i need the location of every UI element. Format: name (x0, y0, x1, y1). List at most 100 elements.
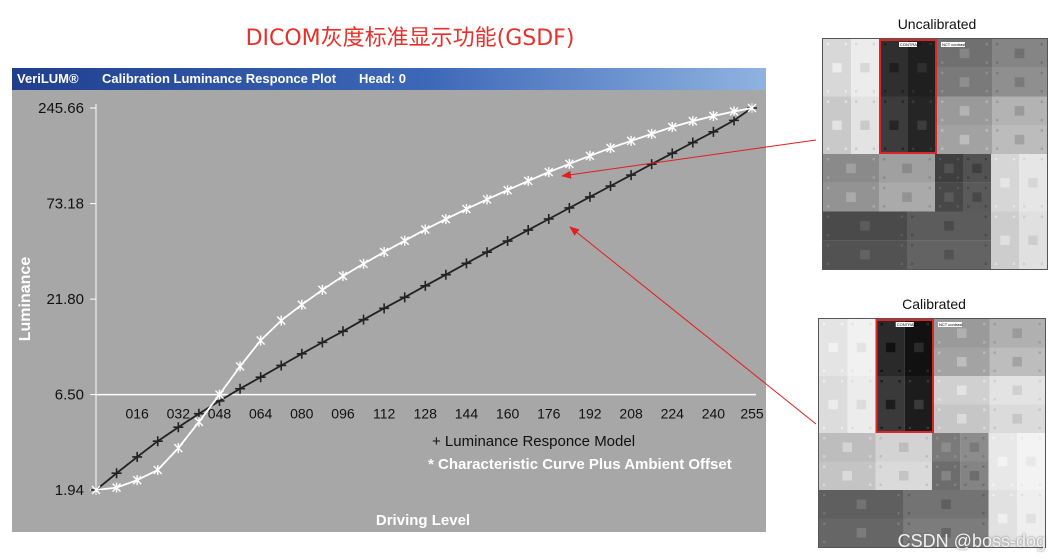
data-point-star (256, 335, 266, 346)
data-point-plus (317, 337, 328, 348)
pattern-mid-right-d-dot (993, 426, 996, 429)
x-tick-label: 064 (249, 406, 273, 422)
pattern-top-right-d-inner (1014, 77, 1025, 87)
x-tick-label: 192 (578, 406, 602, 422)
data-point-plus (626, 170, 637, 181)
pattern-top-right-d-dot (1038, 369, 1041, 372)
pattern-lower-left-b-dot (911, 233, 914, 237)
pattern-mid-right-c-dot (941, 129, 944, 132)
data-point-plus (111, 468, 122, 479)
pattern-bottom-mid-b-dot (984, 176, 987, 179)
pattern-mid-right-d-dot (993, 408, 996, 411)
pattern-top-right-c-dot (985, 71, 988, 75)
y-tick-label: 1.94 (55, 482, 84, 499)
pattern-bottom-right-d-dot (1038, 494, 1041, 497)
pattern-dark-column-c-dot (901, 147, 904, 150)
pattern-bottom-right-c-dot (1010, 494, 1013, 497)
pattern-tag-text: NCT contrast (939, 322, 963, 327)
uncalibrated-test-pattern: CONTRAST NCT contrast (823, 39, 1047, 269)
data-point-star (338, 271, 348, 282)
pattern-top-left-c-inner (832, 120, 842, 130)
pattern-lower-left-a-dot (823, 494, 826, 497)
pattern-lower-left-d-inner (944, 249, 954, 260)
pattern-bottom-right-b-dot (1040, 205, 1043, 208)
pattern-mid-right-b-inner (1012, 385, 1022, 395)
pattern-lower-left-c-dot (823, 522, 826, 525)
pattern-top-right-c-dot (938, 369, 941, 372)
pattern-bottom-right-a-dot (995, 205, 998, 208)
pattern-bottom-right-c-dot (1010, 540, 1013, 543)
pattern-lower-left-c-dot (897, 540, 900, 543)
pattern-bottom-right-c-dot (995, 262, 998, 265)
pattern-top-right-b-inner (1012, 328, 1022, 338)
pattern-lower-left-d-dot (984, 262, 987, 265)
pattern-mid-right-c-dot (983, 408, 986, 411)
pattern-dark-column-a-dot (884, 43, 887, 46)
pattern-top-left-b-dot (855, 90, 858, 93)
pattern-top-left-d-dot (851, 426, 854, 429)
legend-entry-response-model: + Luminance Responce Model (432, 433, 635, 450)
pattern-lower-left-a-inner (860, 221, 870, 231)
pattern-mid-right-a-dot (985, 118, 988, 122)
pattern-tag-box (941, 42, 965, 47)
pattern-tag-box (895, 322, 914, 327)
pattern-bottom-mid-b-dot (964, 437, 967, 440)
pattern-top-left-b-dot (872, 90, 875, 93)
y-tick-label: 73.18 (46, 196, 84, 213)
x-tick-label: 016 (125, 406, 149, 422)
pattern-mid-right-b-dot (1040, 118, 1043, 122)
pattern-top-left-a-dot (823, 323, 826, 326)
pattern-bottom-left-d-dot (883, 186, 886, 190)
pattern-top-left-c-dot (844, 147, 847, 150)
data-point-star (667, 122, 677, 133)
x-tick-label: 208 (619, 406, 643, 422)
pattern-top-left-c-dot (827, 147, 830, 150)
y-tick-label: 6.50 (55, 387, 84, 404)
pattern-bottom-mid-b-dot (982, 455, 985, 458)
pattern-top-left-d-dot (872, 100, 875, 103)
pattern-top-right-a-inner (957, 328, 967, 338)
pattern-mid-right-d-inner (1012, 414, 1022, 424)
data-point-plus (173, 422, 184, 433)
pattern-dark-column-d-dot (908, 380, 912, 383)
pattern-top-right-a-dot (985, 61, 988, 64)
data-point-star (173, 443, 183, 454)
pattern-bottom-right-d-dot (1020, 494, 1024, 497)
pattern-lower-left-c-dot (823, 540, 826, 543)
pattern-bottom-left-b-dot (883, 158, 886, 161)
pattern-mid-right-d-dot (996, 147, 999, 150)
pattern-bottom-left-d-dot (925, 465, 928, 468)
data-point-plus (132, 451, 143, 462)
pattern-lower-left-b-dot (984, 215, 987, 218)
pattern-lower-left-a-dot (900, 233, 903, 237)
pattern-top-right-a-dot (985, 43, 988, 46)
pattern-mid-right-d-dot (1038, 426, 1041, 429)
pattern-top-right-a-dot (941, 61, 944, 64)
pattern-lower-left-a-dot (827, 215, 830, 218)
pattern-bottom-left-a-dot (827, 158, 830, 161)
pattern-top-left-d-inner (860, 120, 870, 130)
pattern-mid-right-a-dot (983, 380, 986, 383)
pattern-tag-text: NCT contrast (942, 42, 966, 47)
data-point-plus (543, 213, 554, 224)
pattern-bottom-mid-c-dot (936, 465, 939, 468)
pattern-mid-right-a-dot (941, 118, 944, 122)
data-point-plus (523, 225, 534, 236)
pattern-top-left-c-dot (827, 100, 830, 103)
pattern-mid-right-a-dot (941, 100, 944, 103)
pattern-lower-left-b-dot (982, 494, 985, 497)
pattern-top-right-c-dot (983, 351, 986, 354)
data-point-star (276, 315, 286, 326)
data-point-star (420, 224, 430, 235)
pattern-bottom-left-c-dot (872, 186, 875, 190)
x-tick-label: 224 (661, 406, 685, 422)
pattern-bottom-mid-d-dot (984, 205, 987, 208)
data-point-plus (482, 247, 493, 258)
y-tick-label: 245.66 (38, 100, 84, 117)
pattern-bottom-left-b-dot (928, 158, 931, 161)
pattern-bottom-left-c-inner (842, 471, 852, 481)
pattern-bottom-left-d-dot (925, 483, 928, 486)
data-point-star (153, 464, 163, 475)
data-point-star (503, 185, 513, 196)
pattern-top-right-c-dot (941, 71, 944, 75)
